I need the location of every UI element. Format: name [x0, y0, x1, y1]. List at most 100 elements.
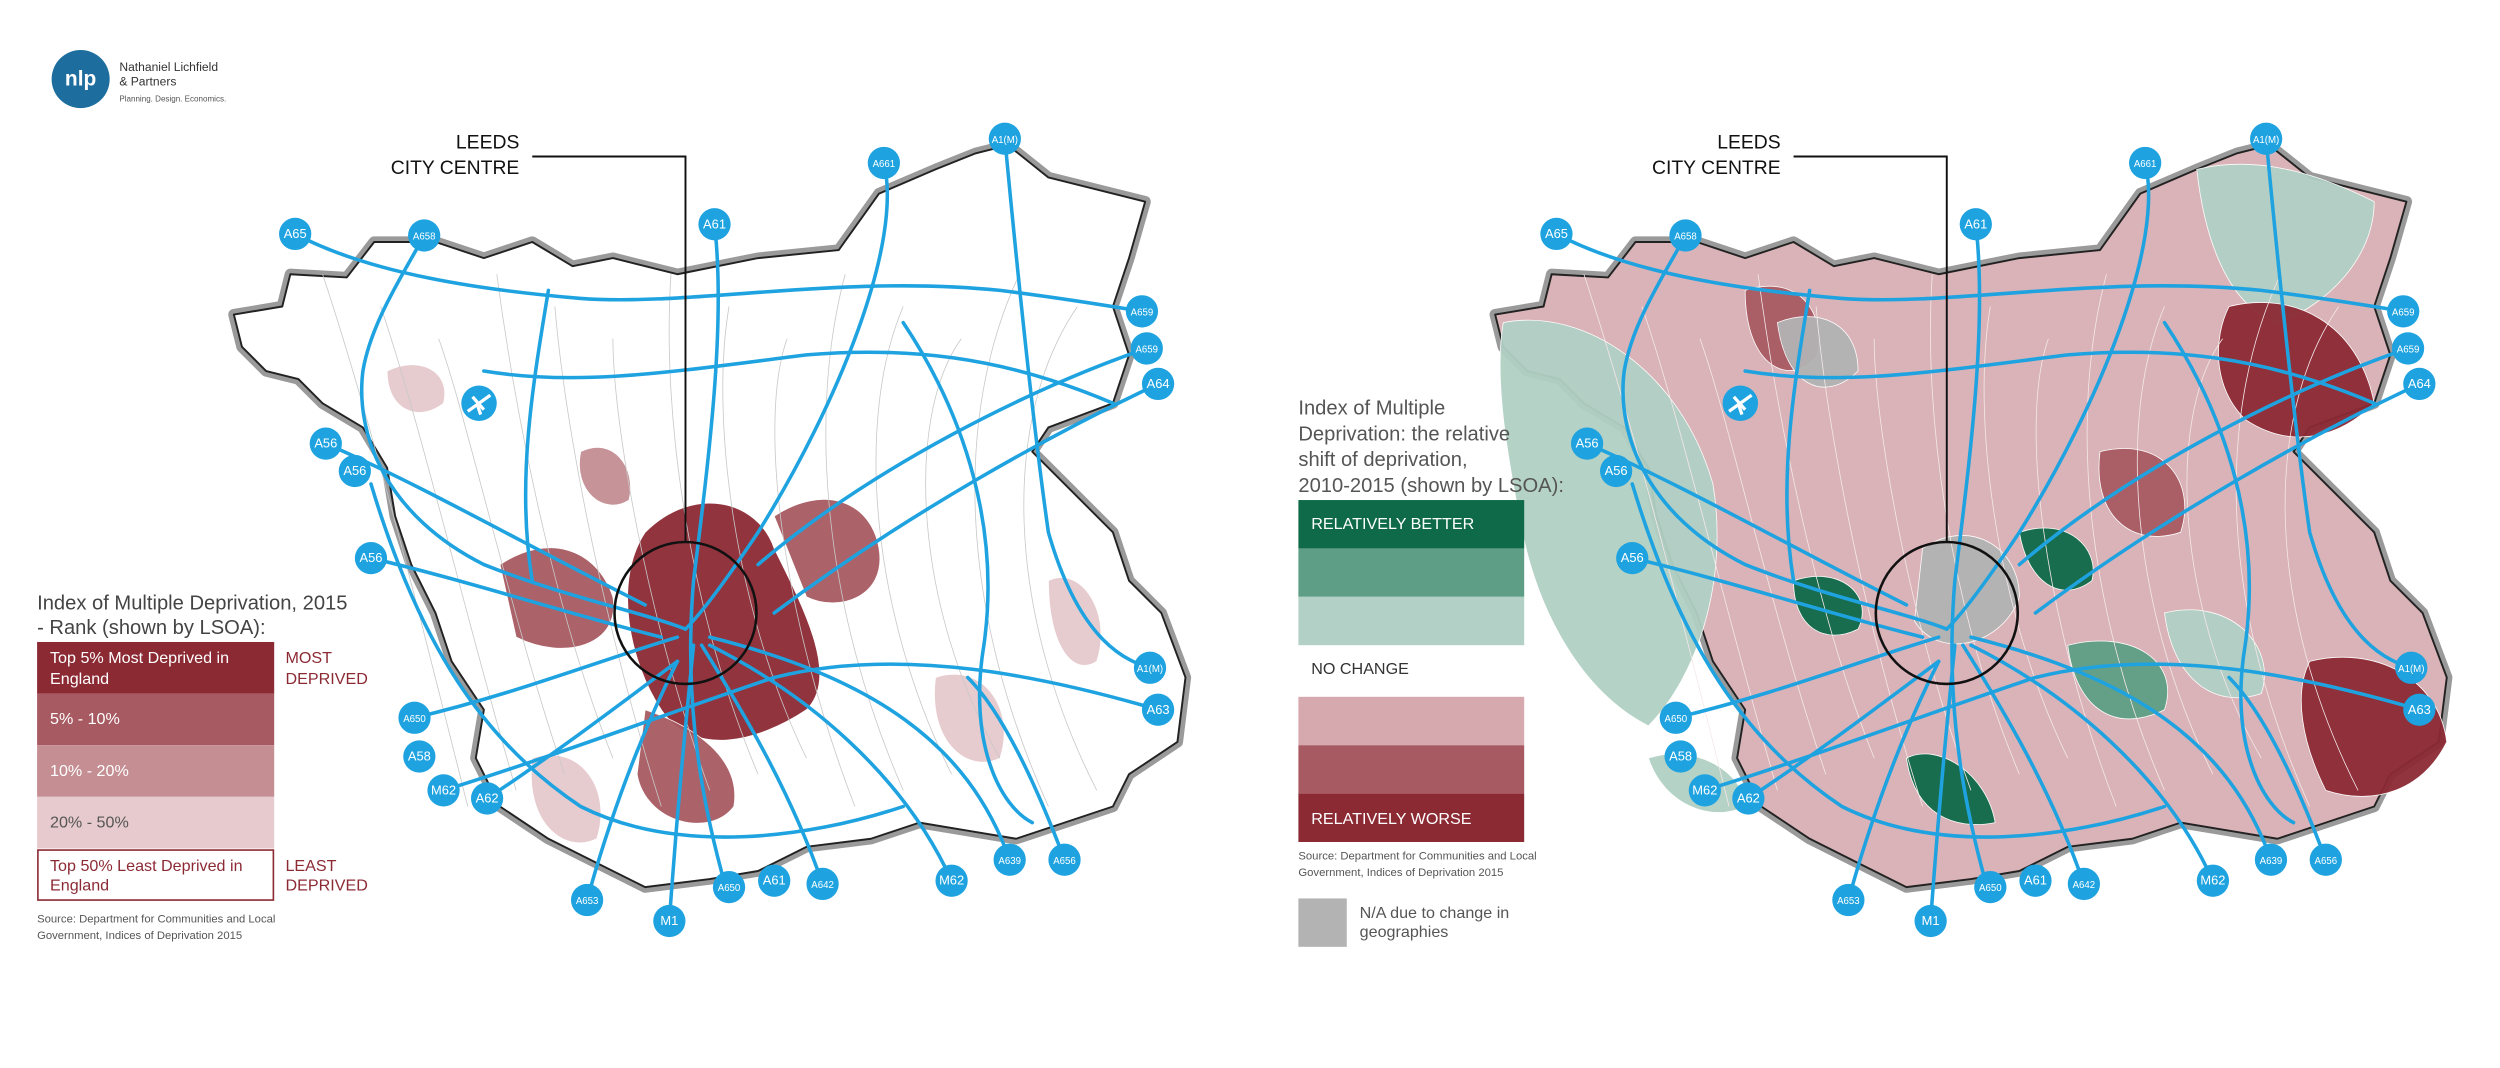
road-badge — [354, 541, 388, 575]
lsoa-area — [530, 754, 602, 844]
logo-mark: nlp — [65, 68, 96, 91]
road-label: A642 — [2073, 880, 2096, 891]
lsoa-boundary — [496, 274, 614, 759]
road — [1950, 222, 1989, 889]
road-label: A1(M) — [1137, 664, 1163, 675]
city-centre-label: CITY CENTRE — [391, 157, 520, 179]
road-badge — [408, 219, 441, 252]
road-label: A1(M) — [992, 135, 1018, 146]
lsoa-area — [1047, 577, 1102, 666]
road-badge — [2019, 864, 2052, 897]
city-centre-pointer — [532, 155, 687, 542]
legend-side-label: DEPRIVED — [285, 876, 367, 894]
road-badge — [712, 871, 746, 904]
road-label: A656 — [2315, 856, 2338, 867]
lsoa-area — [773, 499, 881, 604]
legend-side-label: LEAST — [285, 857, 336, 875]
road-label: A61 — [703, 216, 726, 231]
lsoa-boundary — [722, 306, 807, 759]
road-label: A61 — [763, 873, 786, 888]
road — [1969, 635, 2273, 862]
road-label: A63 — [1147, 702, 1170, 717]
road-badge — [2395, 651, 2428, 684]
road-badge — [1914, 904, 1947, 938]
road-badge — [1959, 208, 1992, 241]
road-label: A56 — [314, 436, 337, 451]
legend-swatch-na — [1298, 898, 1347, 947]
road — [1621, 233, 1949, 631]
legend-item: RELATIVELY WORSE — [1311, 810, 1471, 828]
road-label: A1(M) — [2398, 664, 2424, 675]
legend-item: NO CHANGE — [1311, 660, 1409, 678]
road-badge — [1141, 367, 1175, 401]
road-badge — [1669, 219, 1702, 252]
road-label: A65 — [284, 226, 307, 241]
legend-item: 10% - 20% — [50, 762, 129, 780]
legend-item: Top 5% Most Deprived in — [50, 649, 229, 667]
logo-name: Nathaniel Lichfield — [119, 60, 218, 74]
road-label: M62 — [431, 782, 456, 797]
road-badge — [2129, 146, 2162, 180]
road-badge — [338, 454, 371, 488]
road-badge — [935, 864, 968, 897]
road — [482, 350, 1115, 406]
road-badge — [758, 864, 791, 897]
lsoa-area — [1906, 753, 1996, 825]
lsoa-boundary — [2284, 306, 2359, 791]
road-badge — [2391, 332, 2425, 365]
lsoa-area — [2067, 640, 2169, 720]
road-badge — [403, 740, 436, 773]
city-centre-label: CITY CENTRE — [1652, 157, 1781, 179]
road — [1674, 635, 1941, 720]
road-badge — [867, 146, 900, 180]
road — [2264, 136, 2414, 670]
road-label: A661 — [873, 159, 896, 170]
road-badge — [1048, 843, 1081, 876]
lsoa-area — [2098, 448, 2186, 537]
legend-swatch — [1298, 745, 1525, 794]
road — [359, 233, 688, 631]
lsoa-boundary — [380, 306, 517, 791]
road-label: A1(M) — [2253, 135, 2279, 146]
road-badge — [2067, 867, 2100, 901]
legend-title: - Rank (shown by LSOA): — [37, 617, 266, 639]
road-label: A56 — [1605, 463, 1628, 478]
road — [2017, 346, 2410, 567]
road-label: A56 — [1621, 550, 1644, 565]
road-badge — [1133, 651, 1167, 684]
legend-swatch — [37, 693, 275, 746]
road — [2162, 320, 2296, 825]
road — [699, 643, 825, 886]
legend-swatch — [1298, 596, 1525, 646]
lsoa-boundary — [2186, 338, 2262, 759]
road-label: A62 — [1737, 790, 1760, 805]
lsoa-area — [386, 364, 446, 413]
legend-left: Index of Multiple Deprivation, 2015 - Ra… — [37, 593, 368, 942]
road-label: A661 — [2134, 159, 2157, 170]
road — [707, 643, 954, 883]
road — [1554, 232, 2405, 314]
road-label: A659 — [2397, 344, 2420, 355]
road-badge — [2196, 864, 2230, 897]
road-label: A659 — [1135, 344, 1158, 355]
road-label: A656 — [1053, 856, 1076, 867]
road-label: A64 — [2408, 376, 2431, 391]
road-label: M62 — [1692, 782, 1717, 797]
lsoa-area — [2300, 656, 2448, 797]
legend-na-note: geographies — [1360, 923, 1449, 941]
road — [1961, 643, 2086, 886]
road — [412, 635, 680, 720]
road-badge — [993, 843, 1026, 876]
road-badge — [2250, 122, 2283, 155]
lsoa-boundary — [1983, 306, 2069, 759]
road-label: A56 — [1576, 436, 1599, 451]
lsoa-boundary — [774, 338, 856, 807]
road-label: A639 — [2260, 856, 2283, 867]
road-badge — [1832, 883, 1865, 917]
road-badge — [1125, 295, 1159, 328]
road-badge — [1732, 782, 1765, 815]
lsoa-boundary — [2136, 306, 2214, 775]
lsoa-area — [1499, 319, 1718, 727]
legend-swatch — [37, 641, 275, 694]
